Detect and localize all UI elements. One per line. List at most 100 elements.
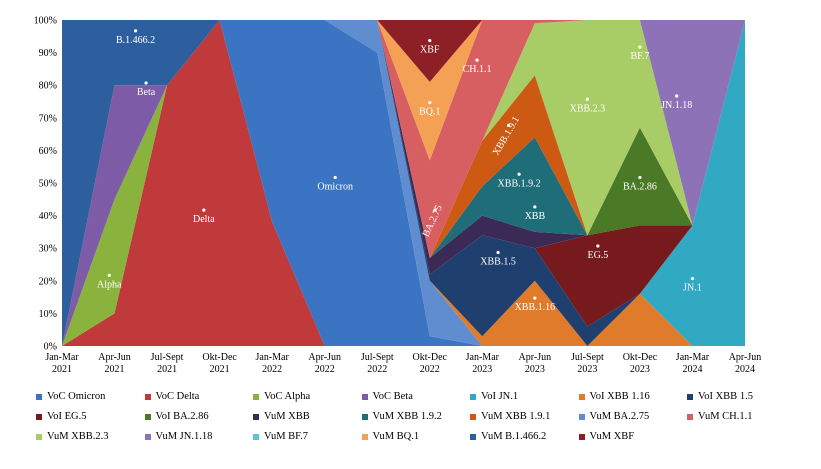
legend-item-voi-xbb-1-5: VoI XBB 1.5	[687, 391, 753, 402]
y-tick-label: 30%	[39, 244, 57, 255]
annotation-marker	[675, 94, 679, 98]
annotation-marker	[144, 81, 148, 85]
x-tick-label: 2024	[682, 364, 702, 375]
area-vum-bq-1	[62, 20, 745, 346]
legend-swatch	[578, 433, 585, 440]
legend-item-voi-xbb-1-16: VoI XBB 1.16	[578, 391, 650, 402]
annotation-xbb-1-9-2: XBB.1.9.2	[498, 178, 541, 189]
y-tick-label: 60%	[39, 146, 57, 157]
legend-item-vum-xbb: VuM XBB	[253, 411, 310, 422]
annotation-marker	[596, 244, 600, 248]
annotation-xbb-1-5: XBB.1.5	[480, 257, 516, 268]
annotation-marker	[517, 172, 521, 176]
annotation-marker	[428, 100, 432, 105]
annotation-marker	[533, 205, 537, 209]
annotation-marker	[690, 276, 695, 281]
annotation-delta: Delta	[193, 214, 215, 225]
legend-label: VuM BA.2.75	[589, 411, 650, 422]
legend-item-voi-eg-5: VoI EG.5	[36, 411, 86, 422]
x-tick-label: Apr-Jun	[729, 352, 762, 363]
y-tick-label: 50%	[39, 179, 57, 190]
y-tick-label: 0%	[44, 342, 57, 353]
x-tick-label: Jan-Mar	[255, 352, 289, 363]
x-tick-label: Apr-Jun	[98, 352, 131, 363]
x-tick-label: Jan-Mar	[676, 352, 710, 363]
legend-item-vum-b-1-466-2: VuM B.1.466.2	[470, 431, 546, 442]
legend-swatch	[687, 393, 693, 400]
annotation-xbb-2-3: XBB.2.3	[570, 103, 606, 114]
legend-item-vum-xbb-2-3: VuM XBB.2.3	[36, 431, 109, 442]
legend-item-vum-xbf: VuM XBF	[578, 431, 635, 442]
legend-item-vum-ba-2-75: VuM BA.2.75	[578, 411, 650, 422]
annotation-beta: Beta	[137, 87, 156, 98]
x-tick-label: Jan-Mar	[466, 352, 500, 363]
x-tick-label: 2023	[577, 364, 597, 375]
y-tick-label: 100%	[34, 16, 57, 27]
area-voc-omicron	[62, 20, 745, 346]
annotation-xbf: XBF	[420, 45, 440, 56]
legend-label: VuM XBB 1.9.2	[372, 411, 442, 422]
annotation-marker	[428, 39, 432, 43]
area-voi-jn-1	[62, 20, 745, 346]
legend-item-voc-alpha: VoC Alpha	[253, 391, 310, 402]
y-tick-label: 90%	[39, 48, 57, 59]
legend-swatch	[36, 433, 42, 440]
legend-item-voi-ba-2-86: VoI BA.2.86	[144, 411, 209, 422]
area-vum-xbf	[62, 20, 745, 82]
legend-label: VuM BF.7	[264, 431, 309, 442]
legend-swatch	[361, 413, 368, 420]
legend-label: VoC Delta	[155, 391, 200, 402]
legend-swatch	[253, 393, 259, 400]
annotation-bf-7: BF.7	[630, 51, 649, 62]
legend-label: VuM XBB	[264, 411, 310, 422]
x-tick-label: 2021	[52, 364, 72, 375]
annotation-xbb: XBB	[525, 211, 546, 222]
legend-item-vum-jn-1-18: VuM JN.1.18	[144, 431, 213, 442]
legend-item-voc-delta: VoC Delta	[144, 391, 200, 402]
legend-label: VoC Alpha	[264, 391, 311, 402]
x-tick-label: 2024	[735, 364, 755, 375]
area-vum-b-1-466-2	[62, 20, 745, 346]
annotation-marker	[638, 45, 642, 49]
x-tick-label: 2021	[105, 364, 125, 375]
series-areas	[62, 20, 745, 346]
legend-label: VuM JN.1.18	[155, 431, 213, 442]
legend-label: VoI BA.2.86	[155, 411, 209, 422]
legend-item-voi-jn-1: VoI JN.1	[470, 391, 518, 402]
annotation-b-1-466-2: B.1.466.2	[116, 35, 155, 46]
legend-swatch	[470, 413, 476, 420]
y-tick-label: 20%	[39, 276, 57, 287]
legend-label: VoI XBB 1.16	[589, 391, 650, 402]
legend-label: VuM CH.1.1	[698, 411, 753, 422]
x-tick-label: Apr-Jun	[308, 352, 341, 363]
legend-swatch	[578, 393, 585, 400]
y-tick-label: 40%	[39, 211, 57, 222]
x-tick-label: 2023	[472, 364, 492, 375]
legend-item-vum-xbb-1-9-1: VuM XBB 1.9.1	[470, 411, 550, 422]
legend-item-voc-beta: VoC Beta	[361, 391, 413, 402]
x-tick-label: 2022	[315, 364, 335, 375]
legend-label: VoC Beta	[372, 391, 413, 402]
x-tick-label: Jul-Sept	[571, 352, 604, 363]
legend-item-vum-ch-1-1: VuM CH.1.1	[687, 411, 753, 422]
legend-swatch	[361, 393, 368, 400]
annotation-marker	[202, 208, 206, 212]
legend-label: VuM XBB.2.3	[47, 431, 109, 442]
x-tick-label: Okt-Dec	[413, 352, 448, 363]
legend-label: VuM XBF	[589, 431, 635, 442]
x-tick-label: Okt-Dec	[623, 352, 658, 363]
annotation-xbb-1-16: XBB.1.16	[515, 302, 556, 313]
annotation-marker	[496, 250, 500, 255]
annotation-ch-1-1: CH.1.1	[463, 64, 492, 75]
legend-label: VoI JN.1	[481, 391, 519, 402]
x-axis-ticks: Jan-Mar2021Apr-Jun2021Jul-Sept2021Okt-De…	[45, 352, 761, 375]
legend-swatch	[144, 393, 151, 400]
x-tick-label: Apr-Jun	[519, 352, 552, 363]
legend-swatch	[144, 413, 151, 420]
legend-label: VuM XBB 1.9.1	[481, 411, 551, 422]
annotation-bq-1: BQ.1	[419, 107, 440, 118]
legend-swatch	[470, 433, 476, 440]
x-tick-label: Jan-Mar	[45, 352, 79, 363]
annotation-jn-1: JN.1	[683, 283, 702, 294]
legend-label: VoI EG.5	[47, 411, 87, 422]
